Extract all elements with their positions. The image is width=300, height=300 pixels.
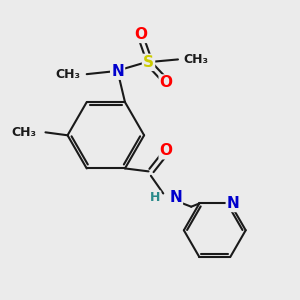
Text: N: N [227,196,240,211]
Text: CH₃: CH₃ [184,53,209,66]
Text: N: N [111,64,124,79]
Text: O: O [160,76,173,91]
Text: CH₃: CH₃ [56,68,81,81]
Text: O: O [160,143,173,158]
Text: S: S [143,55,154,70]
Text: O: O [135,27,148,42]
Text: CH₃: CH₃ [12,126,37,139]
Text: N: N [169,190,182,206]
Text: H: H [150,191,160,204]
